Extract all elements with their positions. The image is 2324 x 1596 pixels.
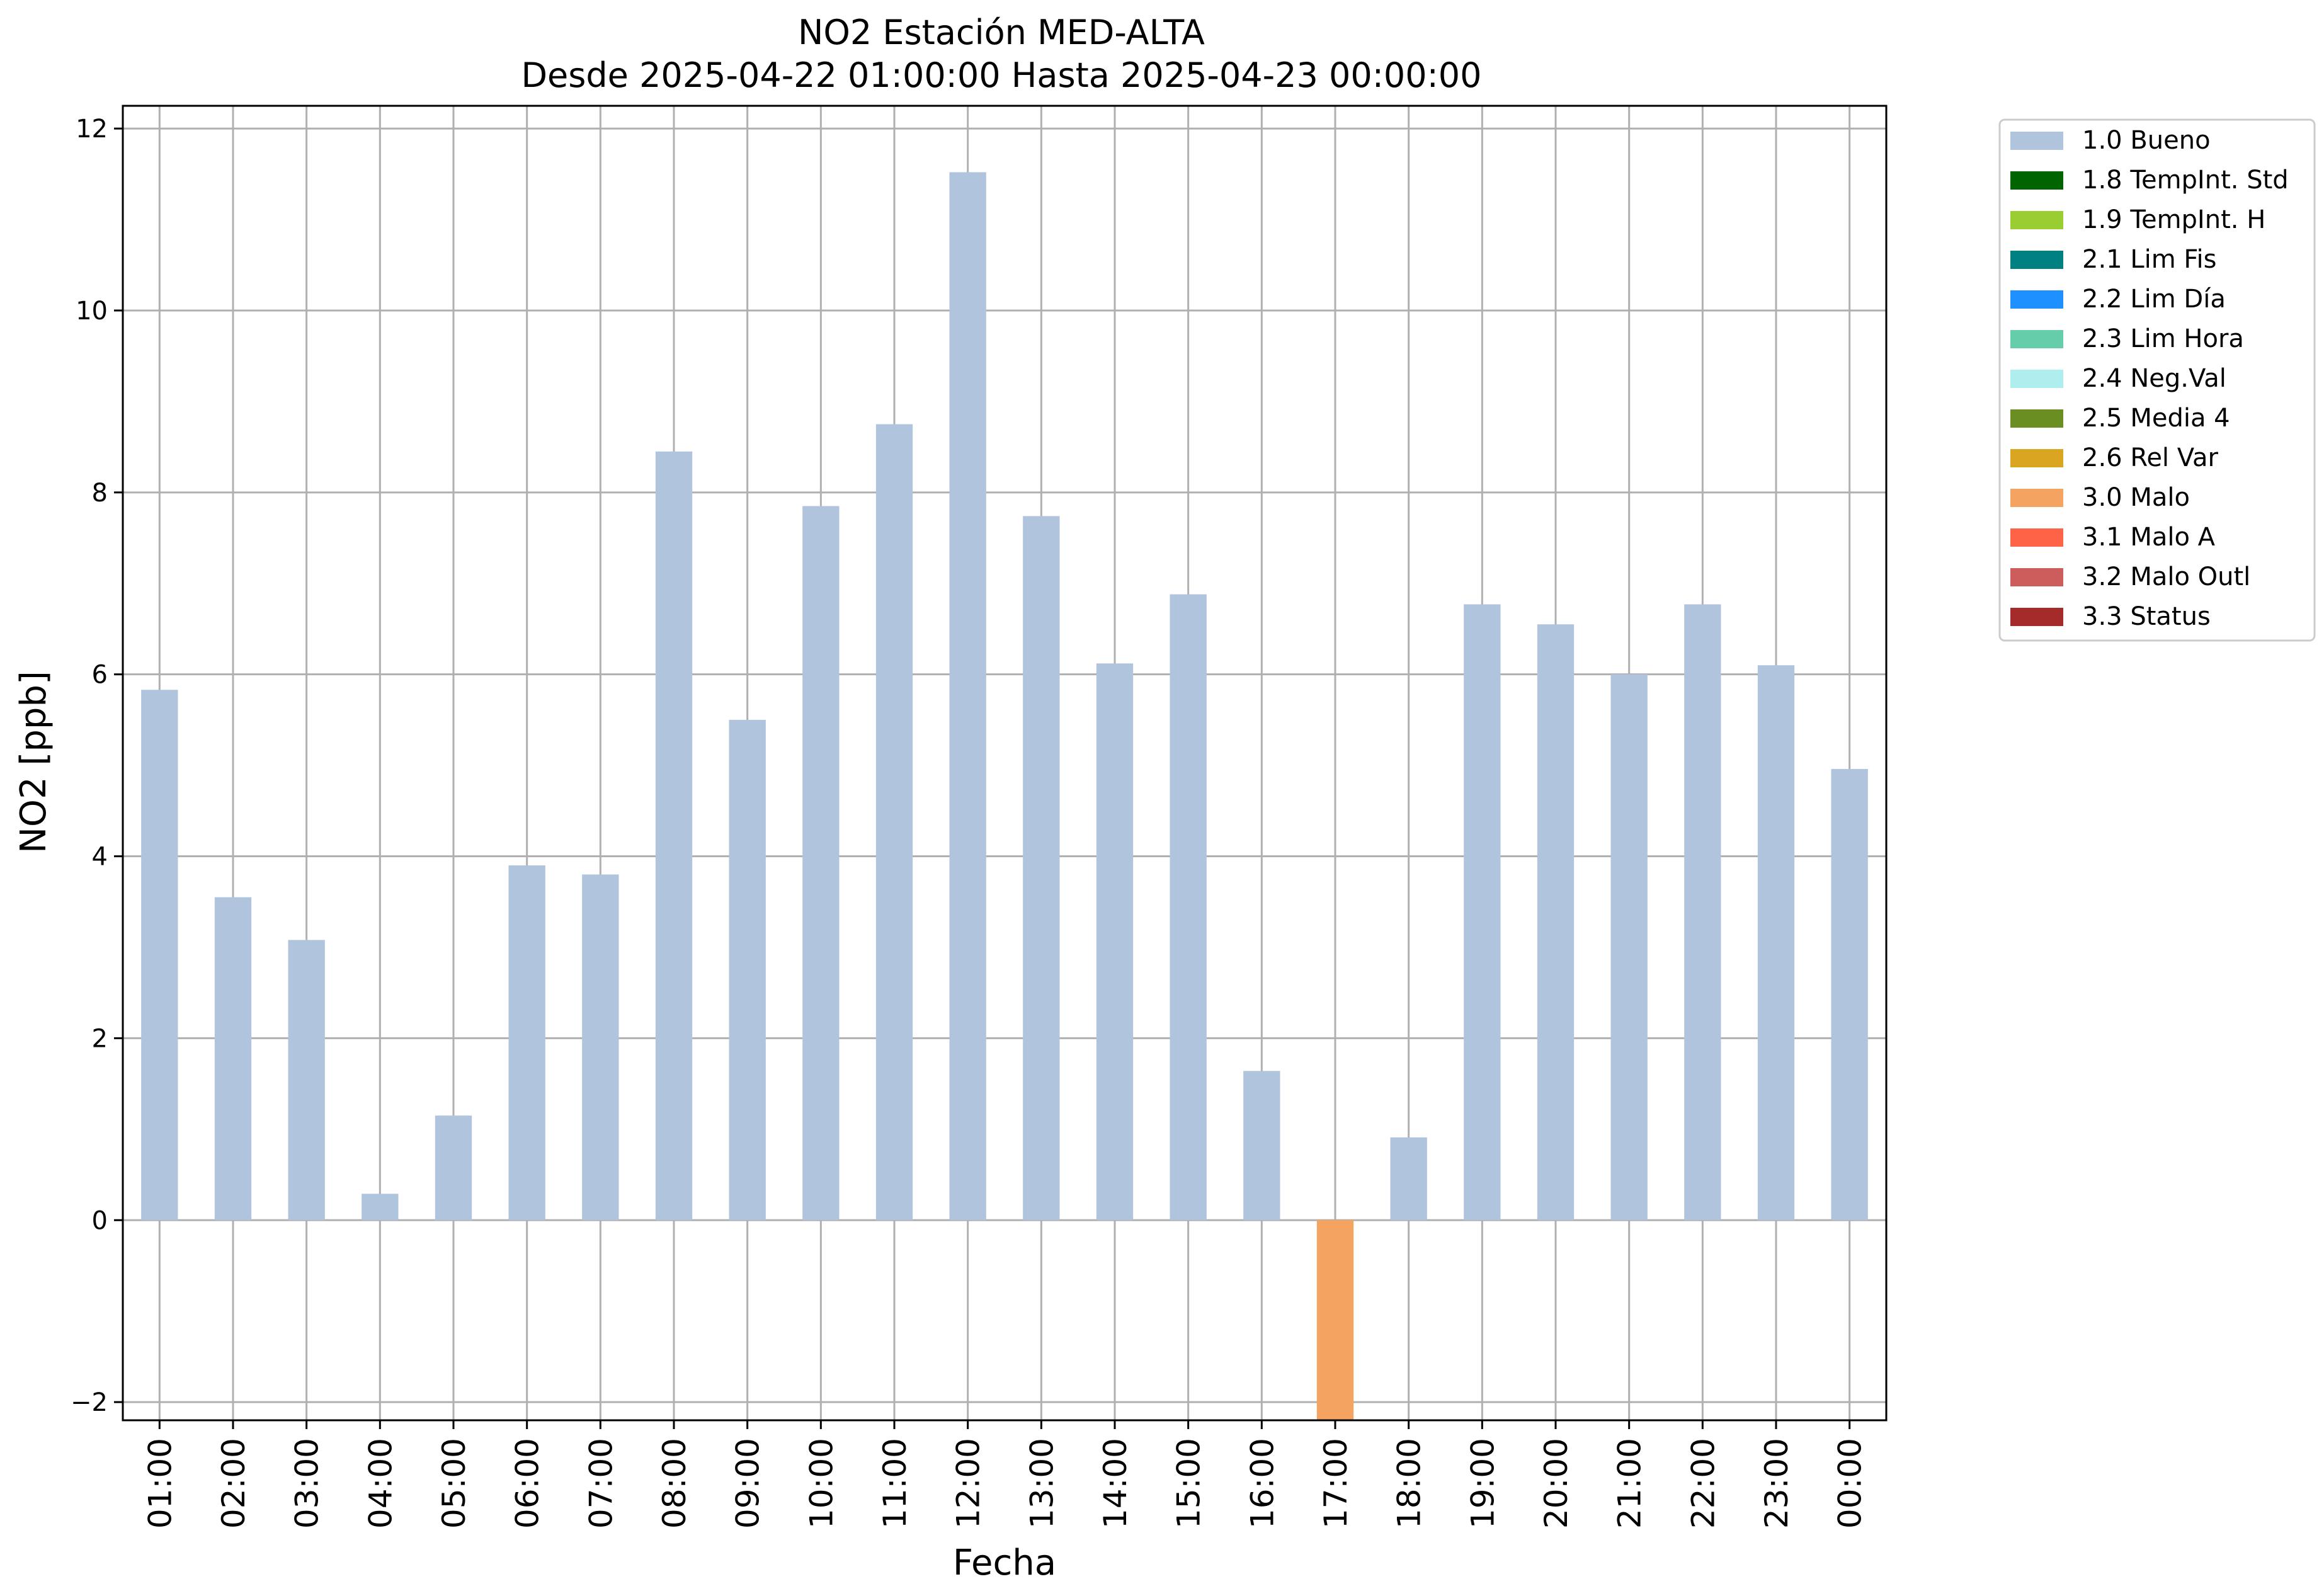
bar (508, 865, 545, 1221)
y-tick-label: 2 (92, 1024, 108, 1053)
x-tick-label: 07:00 (583, 1438, 619, 1529)
legend-swatch (2010, 171, 2063, 190)
y-tick-label: 0 (92, 1206, 108, 1235)
x-tick-label: 20:00 (1538, 1438, 1575, 1529)
x-tick-label: 13:00 (1023, 1438, 1060, 1529)
axis-ticks (114, 127, 1851, 1429)
bar (1464, 604, 1501, 1221)
bar (655, 451, 693, 1221)
bar (802, 506, 840, 1221)
bar (949, 172, 986, 1221)
legend-swatch (2010, 568, 2063, 586)
x-tick-label: 08:00 (656, 1438, 693, 1529)
x-tick-label: 19:00 (1464, 1438, 1501, 1529)
legend-swatch (2010, 449, 2063, 467)
bar (1684, 604, 1721, 1221)
x-tick-label: 01:00 (142, 1438, 178, 1529)
x-tick-label: 14:00 (1097, 1438, 1134, 1529)
legend-label: 1.8 TempInt. Std (2082, 166, 2289, 195)
x-tick-label: 00:00 (1832, 1438, 1869, 1529)
x-tick-label: 15:00 (1171, 1438, 1207, 1529)
legend-label: 2.4 Neg.Val (2082, 364, 2226, 393)
legend-swatch (2010, 409, 2063, 428)
x-axis-label: Fecha (953, 1542, 1056, 1583)
bar (1316, 1220, 1354, 1420)
y-tick-label: 4 (92, 843, 108, 872)
x-tick-label: 10:00 (803, 1438, 840, 1529)
legend-swatch (2010, 132, 2063, 150)
legend-swatch (2010, 608, 2063, 626)
y-tick-label: 12 (76, 115, 108, 144)
legend: 1.0 Bueno 1.8 TempInt. Std 1.9 TempInt. H 2… (1998, 118, 2316, 642)
x-tick-label: 03:00 (289, 1438, 326, 1529)
bar (214, 897, 252, 1221)
legend-label: 1.0 Bueno (2082, 126, 2211, 155)
x-tick-label: 23:00 (1758, 1438, 1795, 1529)
bar (362, 1194, 399, 1221)
plot-frame (122, 105, 1888, 1422)
bar (1023, 516, 1060, 1221)
bar (1390, 1137, 1427, 1221)
legend-swatch (2010, 528, 2063, 547)
legend-swatch (2010, 251, 2063, 269)
bars (141, 172, 1868, 1420)
bar (1537, 624, 1575, 1221)
y-axis-label: NO2 [ppb] (13, 671, 54, 853)
y-tick-label: 10 (76, 297, 108, 326)
legend-label: 1.9 TempInt. H (2082, 205, 2265, 234)
y-tick-labels: −2 0 2 4 6 8 10 12 (71, 115, 108, 1417)
legend-label: 3.3 Status (2082, 602, 2211, 631)
x-tick-label: 22:00 (1685, 1438, 1721, 1529)
legend-swatch (2010, 330, 2063, 348)
x-tick-label: 09:00 (730, 1438, 766, 1529)
x-tick-label: 21:00 (1612, 1438, 1648, 1529)
bar (435, 1115, 472, 1221)
legend-label: 3.0 Malo (2082, 483, 2190, 512)
bar (1610, 674, 1648, 1221)
legend-label: 2.3 Lim Hora (2082, 324, 2244, 353)
x-tick-label: 06:00 (510, 1438, 546, 1529)
x-tick-label: 11:00 (877, 1438, 913, 1529)
y-tick-label: −2 (71, 1388, 108, 1417)
x-tick-label: 16:00 (1244, 1438, 1280, 1529)
legend-label: 2.5 Media 4 (2082, 404, 2230, 433)
bar (141, 690, 178, 1221)
x-tick-label: 12:00 (950, 1438, 987, 1529)
bar (1243, 1071, 1280, 1221)
legend-label: 2.6 Rel Var (2082, 443, 2219, 472)
legend-swatch (2010, 489, 2063, 507)
bar (729, 719, 766, 1221)
bar (1096, 663, 1134, 1221)
legend-label: 2.2 Lim Día (2082, 285, 2226, 314)
bar (1757, 665, 1795, 1221)
x-tick-label: 04:00 (362, 1438, 399, 1529)
y-tick-label: 8 (92, 479, 108, 508)
x-tick-label: 05:00 (436, 1438, 472, 1529)
x-tick-labels: 01:00 02:00 03:00 04:00 05:00 06:00 07:00 08:00… (142, 1438, 1868, 1529)
legend-label: 3.1 Malo A (2082, 523, 2216, 552)
chart-subtitle: Desde 2025-04-22 01:00:00 Hasta 2025-04-… (521, 55, 1481, 95)
legend-label: 2.1 Lim Fis (2082, 245, 2216, 274)
bar (1831, 768, 1868, 1221)
bar (582, 874, 619, 1221)
legend-label: 3.2 Malo Outl (2082, 562, 2250, 591)
x-tick-label: 02:00 (215, 1438, 252, 1529)
bar (1170, 594, 1207, 1221)
legend-swatch (2010, 290, 2063, 309)
bar (875, 424, 913, 1221)
legend-swatch (2010, 370, 2063, 388)
legend-swatch (2010, 211, 2063, 229)
x-tick-label: 17:00 (1318, 1438, 1354, 1529)
chart-title: NO2 Estación MED-ALTA (798, 13, 1205, 52)
legend-frame (1998, 118, 2316, 642)
bar (288, 940, 325, 1221)
y-tick-label: 6 (92, 661, 108, 690)
x-tick-label: 18:00 (1391, 1438, 1428, 1529)
